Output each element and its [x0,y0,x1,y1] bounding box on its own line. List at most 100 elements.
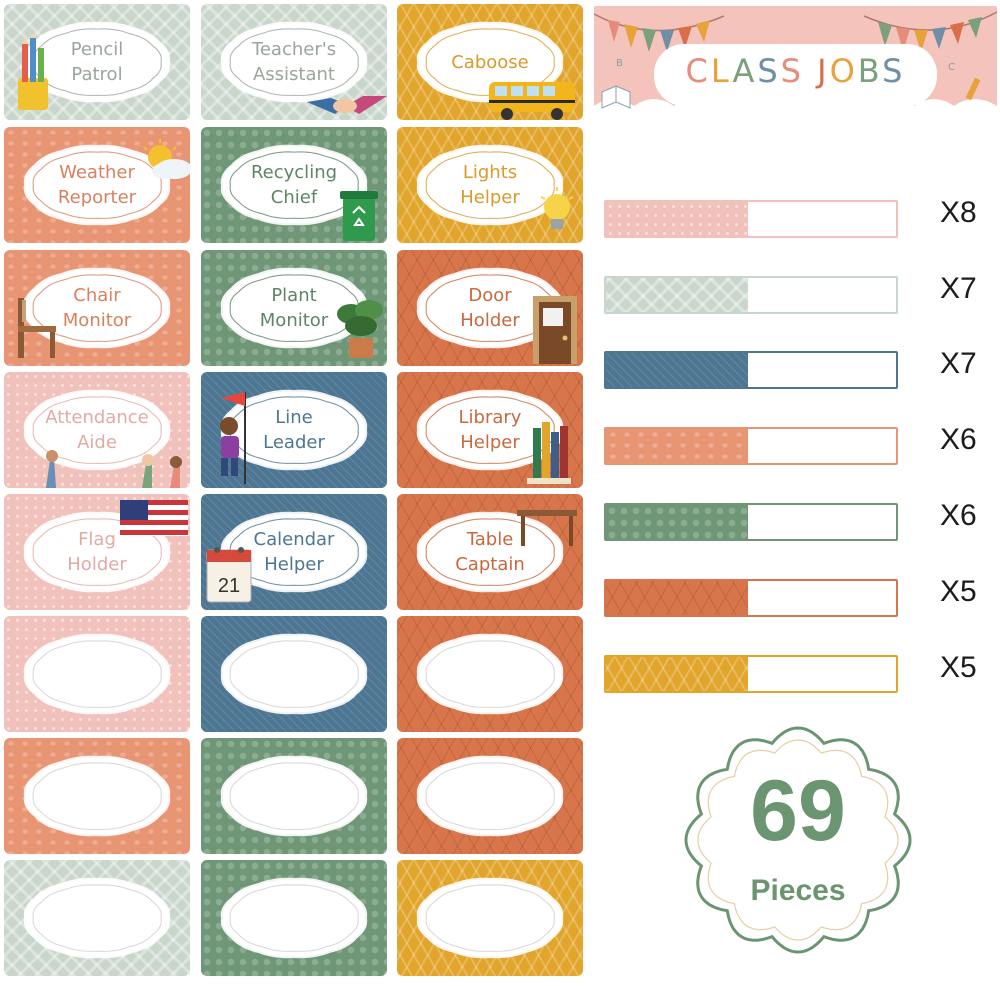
job-card: Library Helper [397,372,583,488]
cloud-label-shape [220,755,368,837]
header-strip [604,200,898,238]
job-card-label: Lights Helper [460,162,520,208]
banner-title-letter: S [757,52,781,90]
job-card [397,738,583,854]
header-strip-row: X7 [604,272,994,318]
cloud-label-shape [220,633,368,715]
banner-title: CLASS JOBS [594,52,997,90]
raised-hands-icon [46,450,182,488]
job-card-label: Teacher's Assistant [251,39,337,85]
cloud-label-shape [416,267,564,349]
cloud-label-shape [416,389,564,471]
job-card: Attendance Aide [4,372,190,488]
job-card [4,860,190,976]
header-strip [604,579,898,617]
potted-plant-icon [337,300,383,358]
door-icon [533,296,577,364]
calendar-icon: 21 [206,547,252,603]
job-card-label: Caboose [451,51,529,73]
sun-cloud-icon [143,139,190,179]
job-card [397,860,583,976]
cloud-label-shape [23,144,171,226]
header-strip [604,427,898,465]
strip-count: X6 [940,423,977,456]
open-book-icon [601,85,631,109]
cloud-label-shape [23,877,171,959]
cloud-label-shape [220,144,368,226]
job-card [397,616,583,732]
job-card: Plant Monitor [201,250,387,366]
job-card [201,860,387,976]
strip-count: X8 [940,196,977,229]
job-card: Weather Reporter [4,127,190,243]
cloud-label-shape [23,633,171,715]
job-card: Door Holder [397,250,583,366]
cloud-label-shape [220,389,368,471]
banner-title-letter: A [732,52,758,90]
strip-count: X5 [940,651,977,684]
light-bulb-icon [540,187,574,229]
header-strip-row: X6 [604,423,994,469]
job-card-label [427,638,553,710]
job-card-label [34,638,160,710]
cloud-label-shape [416,877,564,959]
strip-count: X7 [940,272,977,305]
banner-title-letter: B [857,52,883,90]
class-jobs-banner: B C CLASS JOBS [594,6,997,122]
school-bus-icon [489,82,575,120]
header-strip-row: X5 [604,651,994,697]
job-card: Pencil Patrol [4,4,190,120]
job-card-label [231,638,357,710]
job-card: Chair Monitor [4,250,190,366]
job-card: Recycling Chief [201,127,387,243]
job-card-label [34,760,160,832]
chair-icon [18,298,56,358]
pencil-icon [965,77,981,101]
cloud-label-shape [220,877,368,959]
job-card-label: Chair Monitor [62,285,132,331]
strip-count: X5 [940,575,977,608]
job-card: Line Leader [201,372,387,488]
header-strip-row: X8 [604,196,994,242]
cloud-label-shape [220,21,368,103]
job-card-label: Library Helper [458,407,522,453]
job-card: Caboose [397,4,583,120]
job-card [4,616,190,732]
recycle-bin-icon [340,191,378,241]
job-card: Teacher's Assistant [201,4,387,120]
job-card-label [427,760,553,832]
pencil-cup-icon [18,34,48,110]
job-card-label: Line Leader [263,407,325,453]
header-strip-row: X7 [604,347,994,393]
strip-count: X6 [940,499,977,532]
header-strip [604,655,898,693]
header-strip [604,503,898,541]
job-card: Table Captain [397,494,583,610]
cloud-label-shape [220,267,368,349]
svg-text:B: B [616,58,623,69]
header-strip-pattern [606,353,748,387]
child-flag-icon [220,392,246,484]
header-strip-pattern [606,202,748,236]
books-icon [527,422,571,484]
cloud-label-shape [416,144,564,226]
job-card-label: Table Captain [455,529,525,575]
cloud-label-shape [416,633,564,715]
header-strip-row: X5 [604,575,994,621]
cloud-label-shape [23,389,171,471]
job-card [4,738,190,854]
job-card: 21 Calendar Helper [201,494,387,610]
job-card-label: Calendar Helper [253,529,335,575]
cloud-label-shape [23,755,171,837]
pieces-label: Pieces [750,874,846,907]
job-card-label: Recycling Chief [250,162,338,208]
job-card-label: Plant Monitor [259,285,329,331]
job-card-label [427,882,553,954]
job-card-label [231,760,357,832]
banner-title-letter: C [685,52,711,90]
header-strip-pattern [606,657,748,691]
scalloped-badge-shape [684,726,912,954]
header-strip-pattern [606,429,748,463]
banner-title-letter: L [710,52,733,90]
header-strip-pattern [606,505,748,539]
